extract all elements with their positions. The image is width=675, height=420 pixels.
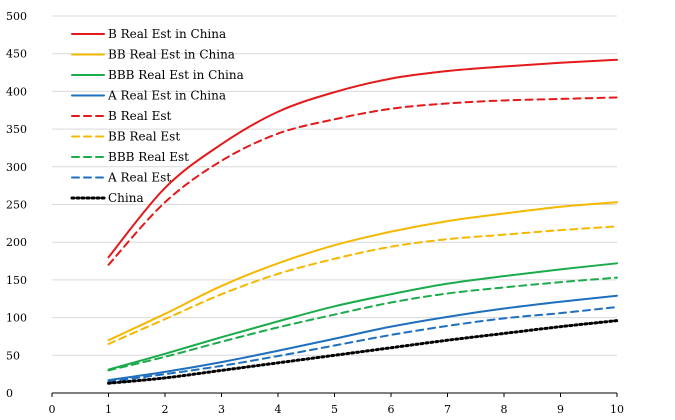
y-tick-label: 200 (6, 236, 27, 249)
y-tick-label: 250 (6, 199, 27, 212)
series-line-bbb-real-est-in-china (107, 262, 618, 371)
y-tick-label: 150 (6, 274, 27, 287)
series-lines (107, 58, 619, 385)
y-tick-label: 300 (6, 161, 27, 174)
series-line-bb-real-est-in-china (107, 201, 618, 342)
legend-label-bb-real-est: BB Real Est (108, 130, 180, 144)
y-tick-label: 50 (6, 349, 20, 362)
x-tick-label: 6 (388, 403, 395, 416)
legend-label-bbb-real-est: BBB Real Est (108, 150, 189, 164)
x-tick-label: 9 (557, 403, 564, 416)
y-tick-label: 450 (6, 48, 27, 61)
y-tick-label: 350 (6, 123, 27, 136)
legend-label-china: China (108, 191, 144, 205)
legend-label-bbb-real-est-in-china: BBB Real Est in China (108, 68, 244, 82)
x-tick-label: 8 (501, 403, 508, 416)
series-line-bbb-real-est (107, 276, 618, 372)
x-tick-label: 4 (275, 403, 282, 416)
series-line-b-real-est-in-china (107, 58, 618, 259)
x-tick-label: 3 (218, 403, 225, 416)
x-tick-label: 0 (49, 403, 56, 416)
legend-label-a-real-est-in-china: A Real Est in China (107, 89, 226, 103)
x-tick-label: 2 (162, 403, 169, 416)
x-tick-label: 5 (331, 403, 338, 416)
legend-label-a-real-est: A Real Est (107, 171, 171, 185)
legend-label-b-real-est-in-china: B Real Est in China (108, 27, 226, 41)
series-line-bb-real-est (107, 225, 618, 345)
series-line-a-real-est (107, 306, 618, 383)
series-line-a-real-est-in-china (107, 294, 618, 382)
x-tick-label: 7 (444, 403, 451, 416)
axes: 0 50 100 150 200 250 300 350 400 450 500 0 1 2 3 4 5 6 7 8 9… (6, 10, 624, 416)
x-tick-label: 10 (610, 403, 624, 416)
x-tick-label: 1 (105, 403, 112, 416)
legend-label-bb-real-est-in-china: BB Real Est in China (108, 48, 235, 62)
y-tick-label: 0 (6, 387, 13, 400)
y-tick-label: 400 (6, 85, 27, 98)
legend-label-b-real-est: B Real Est (108, 109, 171, 123)
gridlines (52, 15, 617, 356)
series-line-b-real-est (107, 96, 618, 266)
legend: B Real Est in China BB Real Est in China B… (70, 27, 244, 205)
series-line-china (107, 319, 619, 385)
y-tick-label: 100 (6, 312, 27, 325)
y-tick-label: 500 (6, 10, 27, 23)
